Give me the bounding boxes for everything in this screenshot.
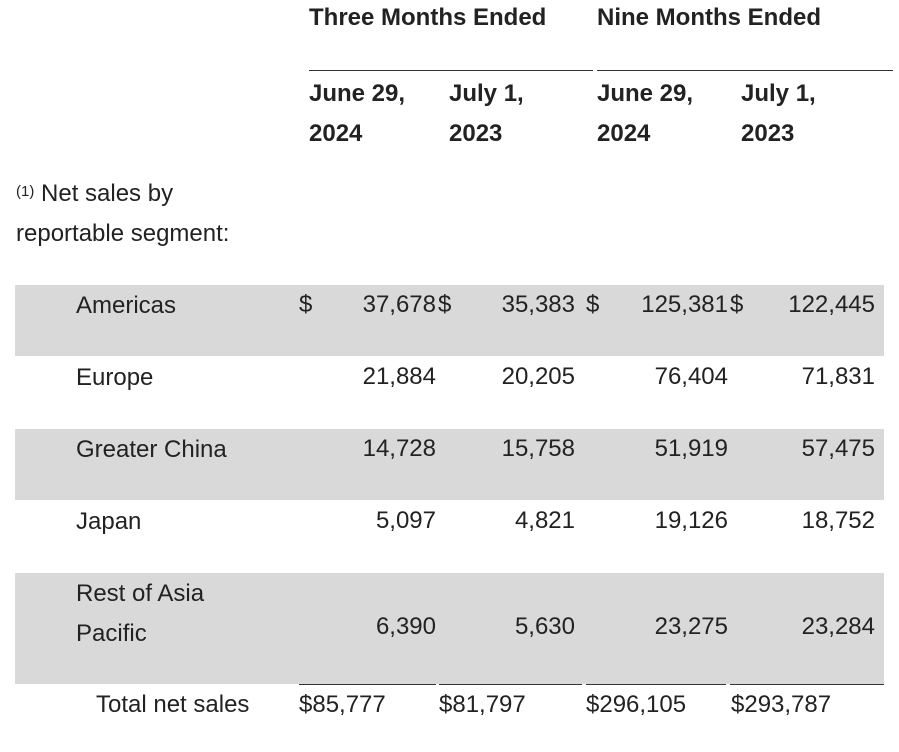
cell: 19,126 — [654, 507, 728, 534]
col-header-4: July 1, 2023 — [741, 80, 816, 147]
cell: 37,678 — [362, 291, 436, 318]
cell: 5,630 — [514, 613, 575, 640]
footnote-marker: (1) — [16, 183, 35, 200]
row-label-americas: Americas — [76, 292, 177, 319]
cell: 71,831 — [801, 363, 875, 390]
currency-symbol: $ — [299, 291, 313, 318]
cell: 21,884 — [362, 363, 436, 390]
currency-symbol: $ — [730, 291, 744, 318]
total-label: Total net sales — [96, 691, 250, 718]
total-rule — [586, 684, 726, 685]
total-rule — [730, 684, 884, 685]
header-nine-months: Nine Months Ended — [597, 4, 821, 31]
row-label-rest-of-asia-pacific: Rest of Asia Pacific — [76, 580, 205, 647]
cell: 51,919 — [654, 435, 728, 462]
col-header-1: June 29, 2024 — [309, 80, 406, 147]
col-header-3: June 29, 2024 — [597, 80, 694, 147]
header-three-months: Three Months Ended — [309, 4, 547, 31]
cell: 14,728 — [362, 435, 436, 462]
cell: 76,404 — [654, 363, 728, 390]
total-cell: $85,777 — [299, 691, 386, 718]
total-rule — [299, 684, 436, 685]
total-rule — [439, 684, 582, 685]
cell: 15,758 — [501, 435, 575, 462]
header-rule-three-months — [309, 70, 593, 71]
header-rule-nine-months — [597, 70, 893, 71]
cell: 23,284 — [801, 613, 875, 640]
currency-symbol: $ — [586, 291, 600, 318]
total-cell: $296,105 — [586, 691, 687, 718]
segment-note: (1) Net sales by reportable segment: — [16, 180, 230, 247]
cell: 6,390 — [375, 613, 436, 640]
cell: 122,445 — [788, 291, 875, 318]
row-band-americas — [15, 285, 884, 356]
cell: 35,383 — [501, 291, 575, 318]
row-label-greater-china: Greater China — [76, 436, 227, 463]
col-header-2: July 1, 2023 — [449, 80, 524, 147]
cell: 18,752 — [801, 507, 875, 534]
cell: 5,097 — [375, 507, 436, 534]
cell: 57,475 — [801, 435, 875, 462]
row-band-rest-of-asia — [15, 573, 884, 684]
cell: 4,821 — [514, 507, 575, 534]
cell: 20,205 — [501, 363, 575, 390]
currency-symbol: $ — [438, 291, 452, 318]
row-label-japan: Japan — [76, 508, 142, 535]
row-label-europe: Europe — [76, 364, 154, 391]
cell: 125,381 — [641, 291, 728, 318]
total-cell: $293,787 — [731, 691, 832, 718]
total-cell: $81,797 — [439, 691, 526, 718]
row-band-greater-china — [15, 429, 884, 500]
cell: 23,275 — [654, 613, 728, 640]
